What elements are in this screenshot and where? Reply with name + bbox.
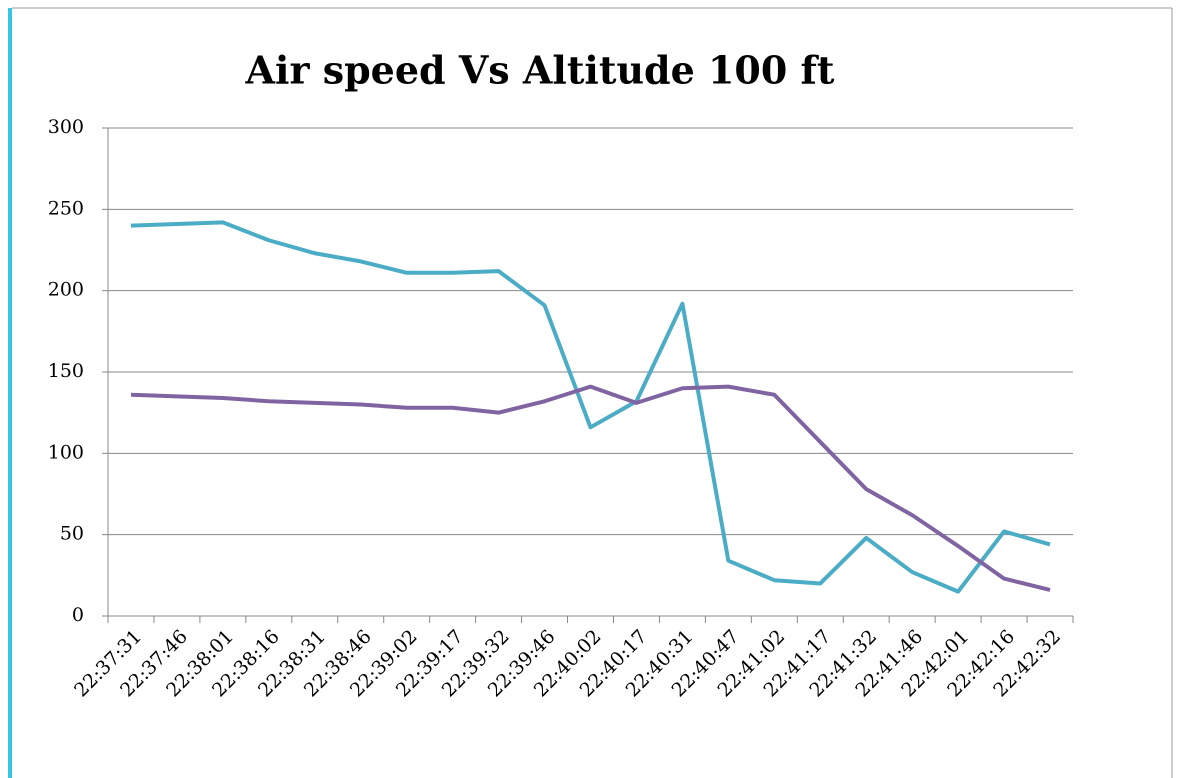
page-margin-bar — [8, 8, 12, 778]
y-tick-label: 50 — [60, 523, 84, 545]
y-tick-label: 300 — [48, 116, 84, 138]
series-line — [130, 220, 1051, 594]
y-tick-label: 0 — [72, 604, 84, 626]
y-tick-label: 250 — [48, 197, 84, 219]
y-tick-label: 150 — [48, 360, 84, 382]
chart-title: Air speed Vs Altitude 100 ft — [245, 48, 835, 93]
series-line — [130, 384, 1051, 592]
y-tick-label: 200 — [48, 279, 84, 301]
y-tick-label: 100 — [48, 441, 84, 463]
